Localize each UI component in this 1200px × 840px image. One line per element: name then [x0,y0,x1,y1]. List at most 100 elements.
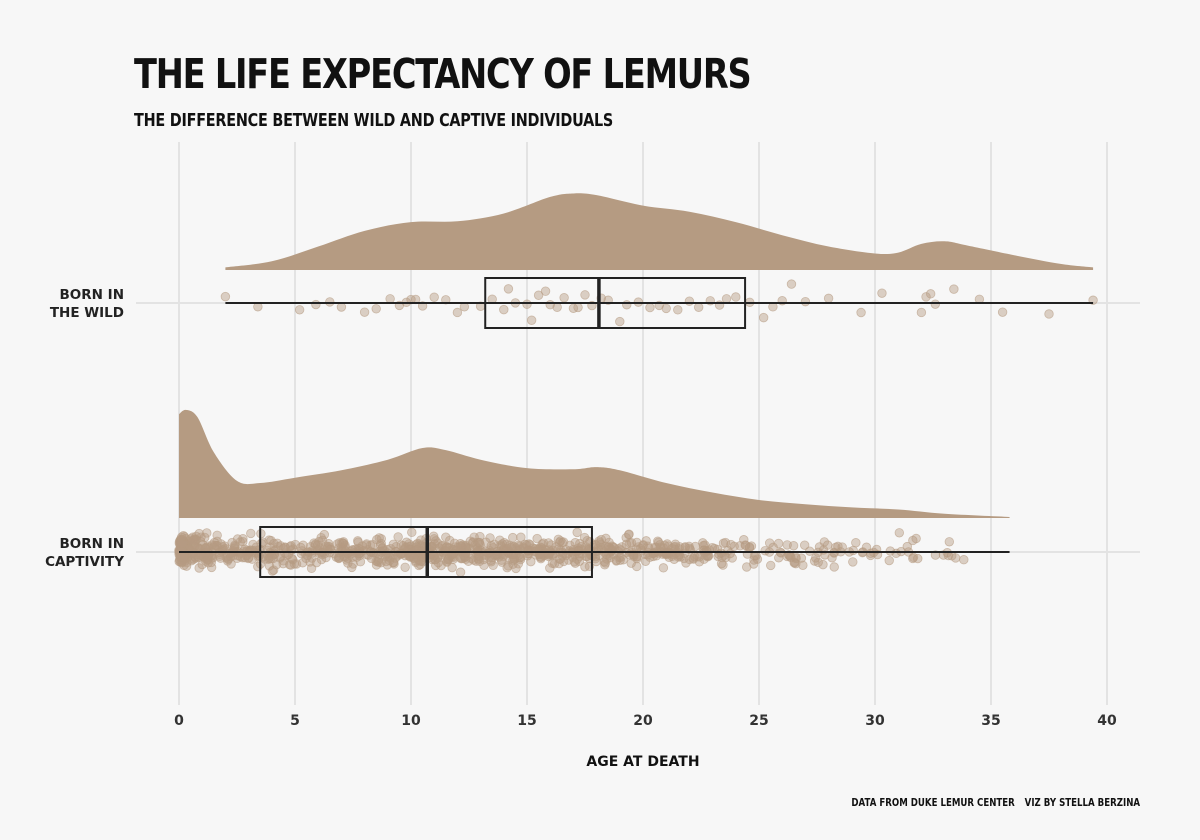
data-point [614,552,624,563]
data-point [485,533,495,543]
data-point [799,540,810,550]
data-point [925,289,936,299]
density-cloud [225,193,1094,270]
data-point [791,559,801,569]
data-point [638,540,649,550]
data-point [520,539,530,550]
data-point [670,539,681,549]
data-point [331,552,342,562]
data-point [681,558,691,568]
data-point [911,533,921,544]
data-point [959,555,969,565]
data-point [884,555,894,566]
data-point [488,543,499,553]
data-point [615,316,625,327]
data-point [268,553,278,564]
data-point [949,284,959,294]
data-point [574,556,585,567]
data-point [848,557,858,567]
data-point [407,527,417,538]
data-point [800,296,811,307]
data-point [594,538,605,548]
data-point [916,307,927,318]
x-tick-label: 15 [517,713,536,729]
data-point [950,553,961,563]
data-point [269,545,279,556]
data-point [176,532,187,542]
data-point [246,528,256,539]
data-point [997,307,1008,317]
x-tick-label: 5 [290,713,300,729]
density-cloud [179,409,1010,518]
data-point [499,304,509,315]
data-point [758,312,769,323]
data-point [526,315,537,325]
data-point [669,554,679,564]
chart-title: THE LIFE EXPECTANCY OF LEMURS [134,50,752,98]
data-point [555,554,565,564]
data-point [622,300,632,310]
density-clouds [179,193,1094,518]
data-point [693,302,704,312]
data-point [600,558,611,568]
data-point [786,279,797,289]
data-point [401,537,412,547]
data-point [325,297,335,307]
data-point [441,295,451,305]
data-point [501,546,512,556]
data-point [286,540,296,551]
x-tick-label: 35 [981,713,1000,729]
data-point [223,554,233,564]
data-point [307,548,317,558]
data-point [731,292,741,302]
data-point [944,537,955,547]
data-point [503,284,514,294]
data-point [679,553,689,564]
data-point [818,559,828,570]
data-point [552,302,562,312]
data-point [353,537,363,547]
data-point [877,288,887,298]
data-point [508,532,518,543]
data-point [474,556,485,567]
data-point [773,538,784,549]
jitter-points [174,279,1098,577]
data-point [469,532,479,542]
data-point [789,557,800,567]
data-point [559,293,569,303]
data-point [393,532,403,542]
data-point [624,529,634,540]
data-point [533,290,544,300]
data-point [226,551,236,562]
data-point [721,294,732,304]
data-point [352,552,362,562]
data-point [429,534,439,544]
data-point [227,537,237,548]
data-point [653,537,664,548]
data-point [718,538,729,548]
data-point [694,557,705,567]
data-point [558,537,569,547]
data-point [374,557,384,567]
category-label: THE WILD [50,305,124,321]
data-point [930,299,941,309]
data-point [752,554,763,564]
data-point [203,550,213,560]
data-point [563,555,574,565]
data-point [316,554,327,565]
caption-credit: VIZ BY STELLA BERZINA [1024,797,1140,809]
boxplots [179,277,1094,578]
data-point [235,537,245,547]
data-point [684,296,695,306]
x-tick-label: 20 [633,713,653,729]
data-point [607,545,617,555]
iqr-box [484,277,747,329]
data-point [748,559,759,569]
data-point [371,304,381,314]
x-tick-label: 30 [865,713,885,729]
caption: DATA FROM DUKE LEMUR CENTER VIZ BY STELLA… [851,797,1140,809]
data-point [400,562,410,573]
data-point [661,303,671,314]
data-point [411,557,421,567]
category-label: BORN IN [60,536,124,552]
